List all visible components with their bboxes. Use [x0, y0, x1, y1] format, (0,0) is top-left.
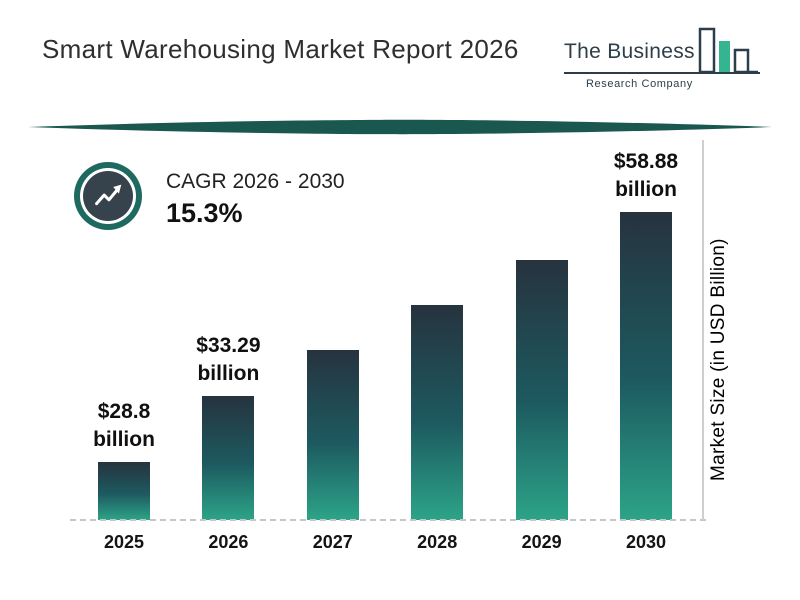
- x-tick-2026: 2026: [208, 532, 249, 552]
- x-axis-baseline: [70, 519, 706, 521]
- bar-2028: [411, 305, 464, 520]
- bar-2027: [306, 349, 359, 520]
- bar-2030: [620, 212, 672, 520]
- logo-subtitle-text: Research Company: [586, 78, 693, 90]
- cagr-value: 15.3%: [166, 198, 243, 228]
- x-tick-2027: 2027: [312, 532, 353, 552]
- right-axis-line: [702, 140, 704, 520]
- bar-2025: [98, 462, 150, 520]
- value-label-2026: $33.29 billion: [196, 333, 261, 385]
- cagr-period-label: CAGR 2026 - 2030: [166, 170, 345, 193]
- cagr-badge-ring: [80, 168, 136, 224]
- cagr-badge-inner: [83, 171, 133, 221]
- company-logo: The Business Research Company: [560, 26, 772, 106]
- trend-up-arrow-icon: [95, 184, 122, 206]
- bar-2029: [515, 259, 568, 520]
- logo-name-text: The Business: [564, 40, 695, 63]
- x-tick-2029: 2029: [521, 532, 562, 552]
- x-tick-2025: 2025: [103, 532, 145, 552]
- page-title: Smart Warehousing Market Report 2026: [42, 34, 519, 64]
- value-label-2030: $58.88 billion: [613, 150, 679, 201]
- logo-underline: [564, 72, 760, 74]
- value-label-2025: $28.8 billion: [93, 400, 155, 451]
- x-tick-2028: 2028: [417, 532, 458, 552]
- bar-2026: [202, 395, 255, 520]
- y-axis-label: Market Size (in USD Billion): [708, 238, 729, 482]
- bar-chart-logo-icon: [698, 27, 758, 74]
- x-tick-2030: 2030: [625, 532, 667, 552]
- cagr-badge: [74, 162, 142, 230]
- lens-divider: [28, 119, 772, 135]
